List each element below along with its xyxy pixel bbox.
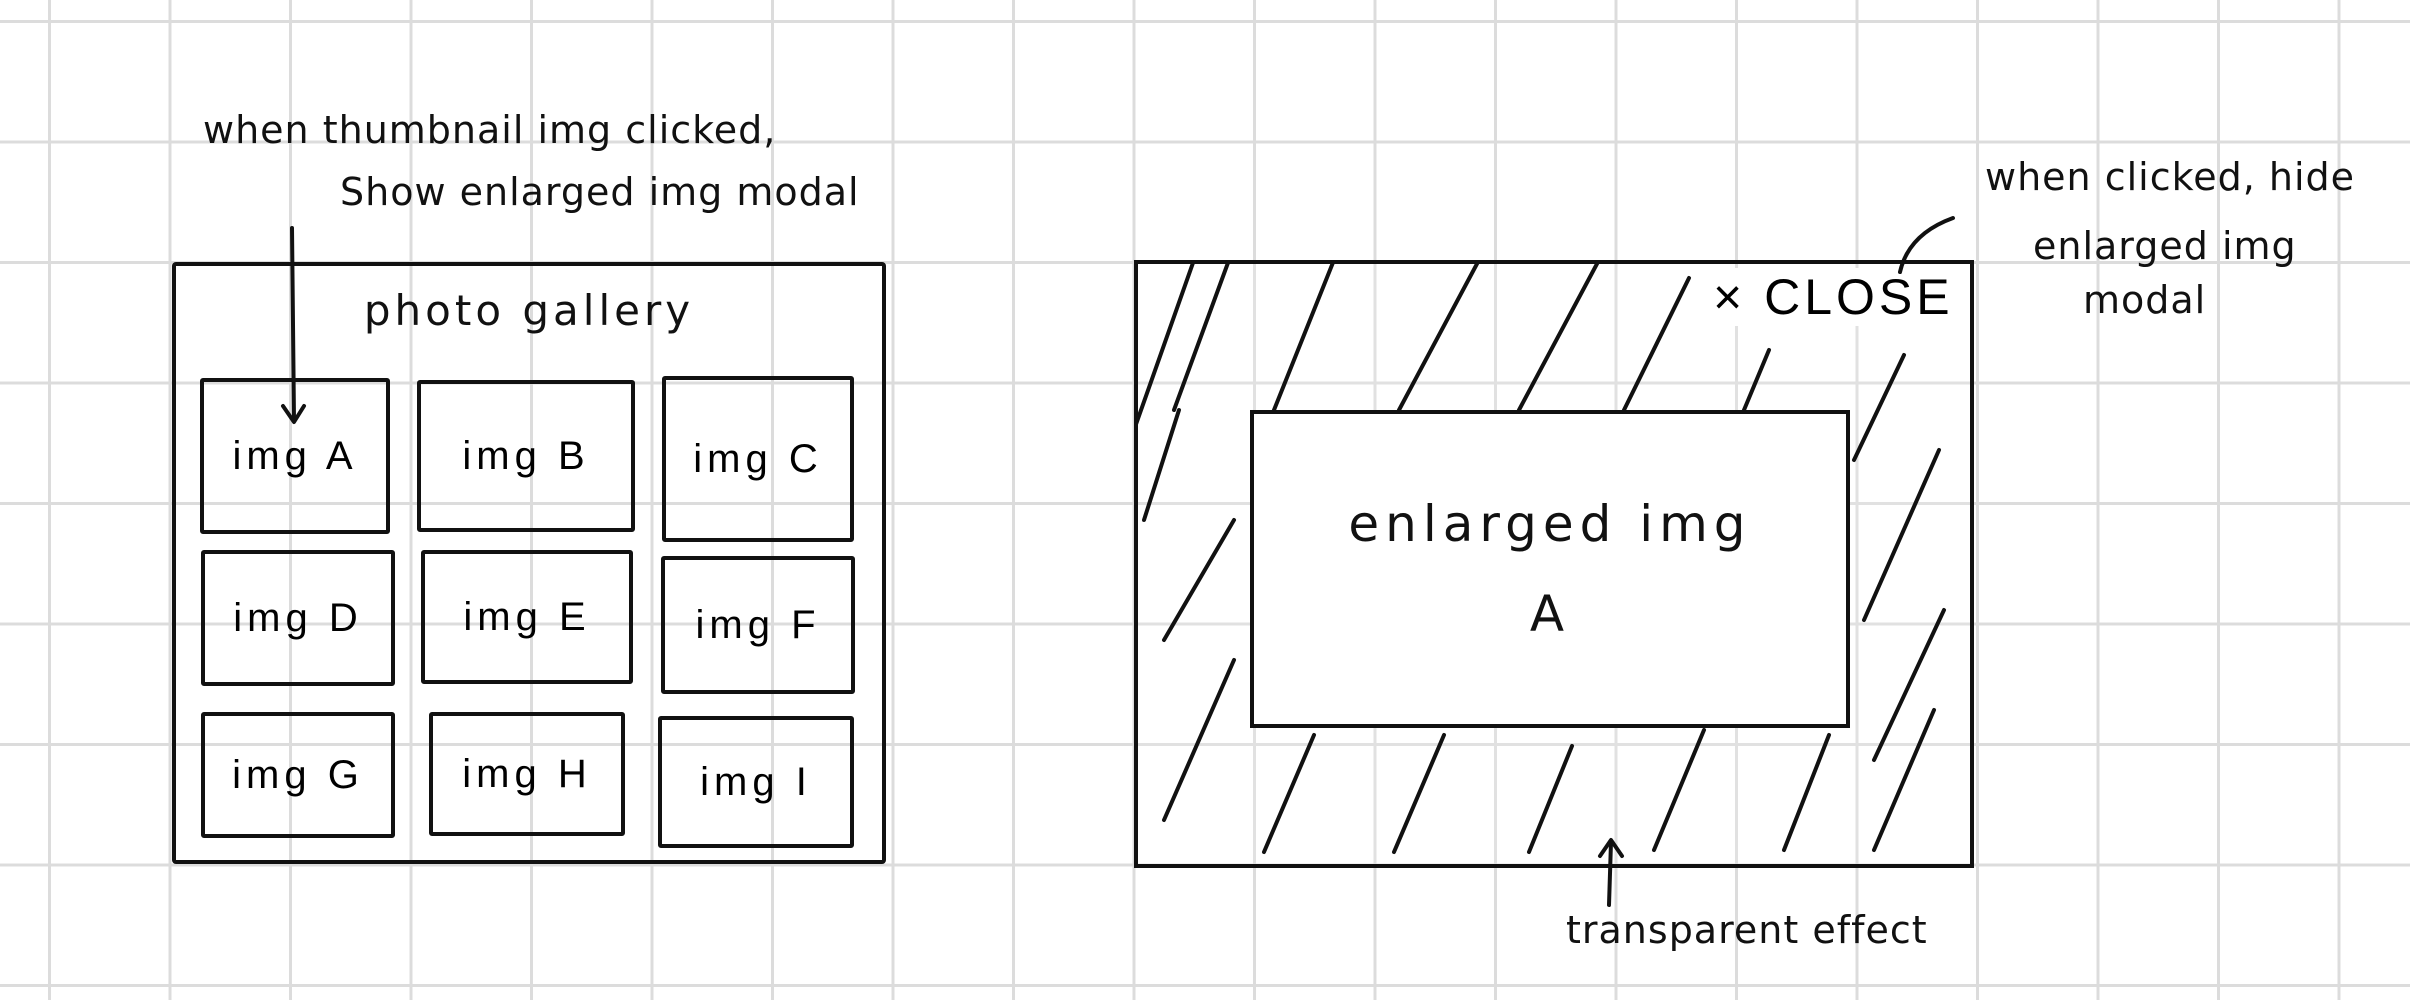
enlarged-image-label: enlarged img <box>1348 479 1751 569</box>
thumbnail-img-h[interactable]: img H <box>429 712 625 836</box>
thumbnail-click-note-line2: Show enlarged img modal <box>340 170 860 216</box>
close-label: CLOSE <box>1764 269 1954 325</box>
enlarged-image-letter: A <box>1530 569 1570 659</box>
close-click-note-line2: enlarged img <box>2033 224 2297 270</box>
close-click-note-line1: when clicked, hide <box>1985 155 2355 201</box>
thumbnail-click-note-line1: when thumbnail img clicked, <box>203 108 776 154</box>
transparent-effect-note: transparent effect <box>1566 908 1928 954</box>
close-icon: × <box>1713 269 1746 325</box>
thumbnail-img-e[interactable]: img E <box>421 550 633 684</box>
close-button[interactable]: × CLOSE <box>1705 268 1962 326</box>
thumbnail-img-g[interactable]: img G <box>201 712 395 838</box>
thumbnail-img-a[interactable]: img A <box>200 378 390 534</box>
thumbnail-img-d[interactable]: img D <box>201 550 395 686</box>
thumbnail-img-i[interactable]: img I <box>658 716 854 848</box>
close-click-note-line3: modal <box>2083 278 2206 324</box>
enlarged-image: enlarged img A <box>1250 410 1850 728</box>
thumbnail-img-c[interactable]: img C <box>662 376 854 542</box>
gallery-title: photo gallery <box>172 286 886 335</box>
thumbnail-img-b[interactable]: img B <box>417 380 635 532</box>
thumbnail-img-f[interactable]: img F <box>661 556 855 694</box>
